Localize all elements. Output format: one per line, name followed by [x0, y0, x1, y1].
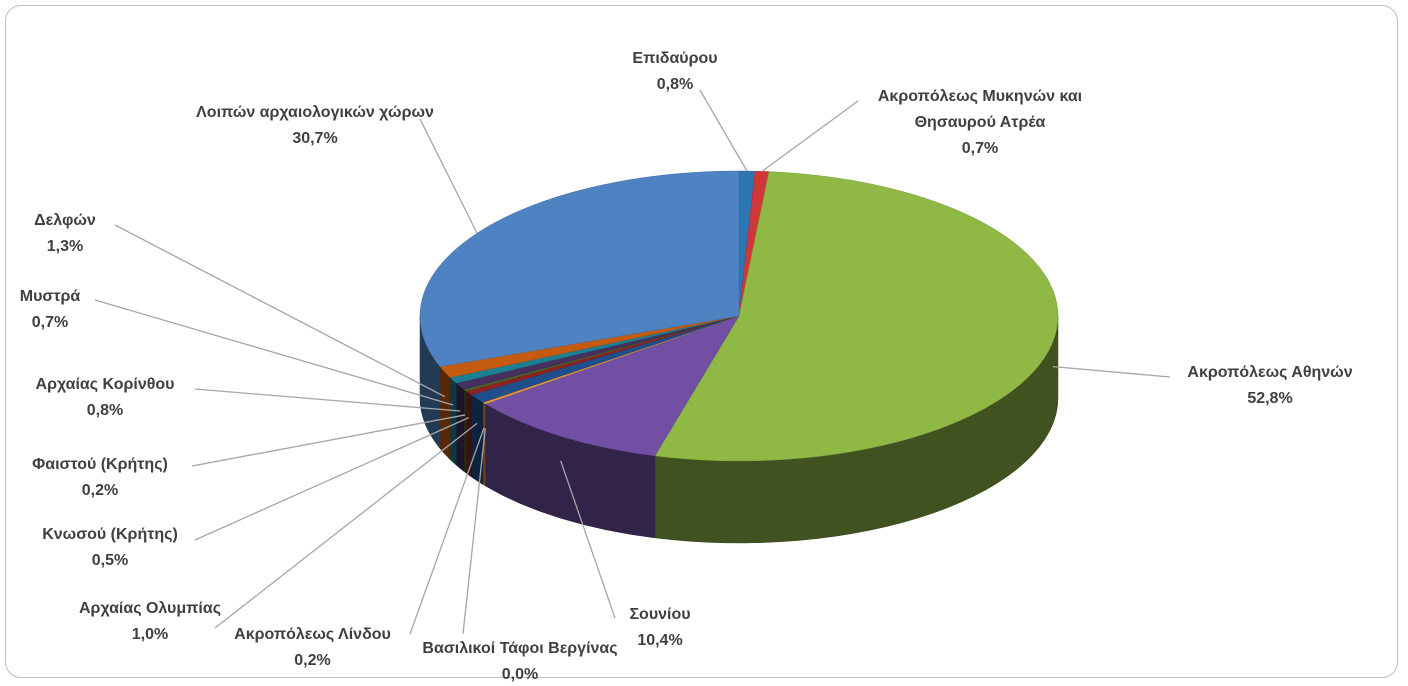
data-label: Κνωσού (Κρήτης) 0,5% — [20, 522, 200, 574]
chart-frame — [5, 5, 1398, 678]
slice-side — [456, 382, 465, 473]
label-value: 0,5% — [91, 552, 129, 569]
label-value: 1,3% — [46, 238, 84, 255]
label-value: 10,4% — [637, 632, 683, 649]
leader-line — [191, 414, 466, 467]
leader-line — [761, 100, 859, 172]
label-name: Σουνίου — [629, 606, 691, 623]
label-name: Αρχαίας Ολυμπίας — [78, 600, 222, 617]
label-name: Φαιστού (Κρήτης) — [32, 456, 168, 473]
label-value: 1,0% — [131, 626, 169, 643]
label-value: 0,7% — [31, 314, 69, 331]
data-label: Δελφών 1,3% — [15, 208, 115, 260]
data-label: Ακροπόλεως Λίνδου 0,2% — [205, 622, 420, 674]
slice — [654, 171, 1059, 462]
label-value: 0,8% — [656, 76, 694, 93]
leader-line — [699, 89, 748, 172]
label-name: Λοιπών αρχαιολογικών χώρων — [196, 104, 434, 121]
slice — [484, 315, 740, 457]
leader-line — [194, 417, 470, 541]
label-value: 0,8% — [86, 402, 124, 419]
label-value: 0,0% — [501, 666, 539, 683]
data-label: Επιδαύρου 0,8% — [620, 46, 730, 98]
label-name: Μυστρά — [19, 288, 81, 305]
leader-line — [194, 388, 461, 412]
leader-line — [1052, 365, 1171, 378]
label-name: Επιδαύρου — [632, 50, 718, 67]
label-value: 30,7% — [292, 130, 338, 147]
label-name: Ακροπόλεως Λίνδου — [234, 626, 391, 643]
label-name: Δελφών — [34, 212, 96, 229]
leader-line — [409, 427, 485, 635]
leader-line — [94, 299, 454, 406]
leader-line — [419, 118, 478, 234]
label-value: 0,7% — [961, 140, 999, 157]
data-label: Μυστρά 0,7% — [5, 284, 95, 336]
data-label: Βασιλικοί Τάφοι Βεργίνας 0,0% — [400, 636, 640, 686]
leader-line — [462, 428, 486, 635]
data-label: Αρχαίας Κορίνθου 0,8% — [5, 372, 205, 424]
label-name: Ακροπόλεως Αθηνών — [1187, 364, 1353, 381]
data-label: Φαιστού (Κρήτης) 0,2% — [5, 452, 195, 504]
label-name: Αρχαίας Κορίνθου — [35, 376, 175, 393]
slice — [419, 170, 740, 367]
label-value: 0,2% — [81, 482, 119, 499]
data-label: Ακροπόλεως Αθηνών 52,8% — [1160, 360, 1380, 412]
label-name: Βασιλικοί Τάφοι Βεργίνας — [422, 640, 618, 657]
leader-line — [214, 422, 478, 629]
data-label: Αρχαίας Ολυμπίας 1,0% — [40, 596, 260, 648]
label-name: Ακροπόλεως Μυκηνών και Θησαυρού Ατρέα — [877, 88, 1083, 131]
data-label: Ακροπόλεως Μυκηνών και Θησαυρού Ατρέα 0,7… — [845, 84, 1115, 162]
label-value: 52,8% — [1247, 390, 1293, 407]
label-name: Κνωσού (Κρήτης) — [42, 526, 178, 543]
data-label: Σουνίου 10,4% — [590, 602, 730, 654]
slice-side — [449, 376, 457, 466]
label-value: 0,2% — [294, 652, 331, 669]
leader-line — [560, 460, 616, 619]
leader-line — [114, 224, 446, 398]
data-label: Λοιπών αρχαιολογικών χώρων 30,7% — [185, 100, 445, 152]
